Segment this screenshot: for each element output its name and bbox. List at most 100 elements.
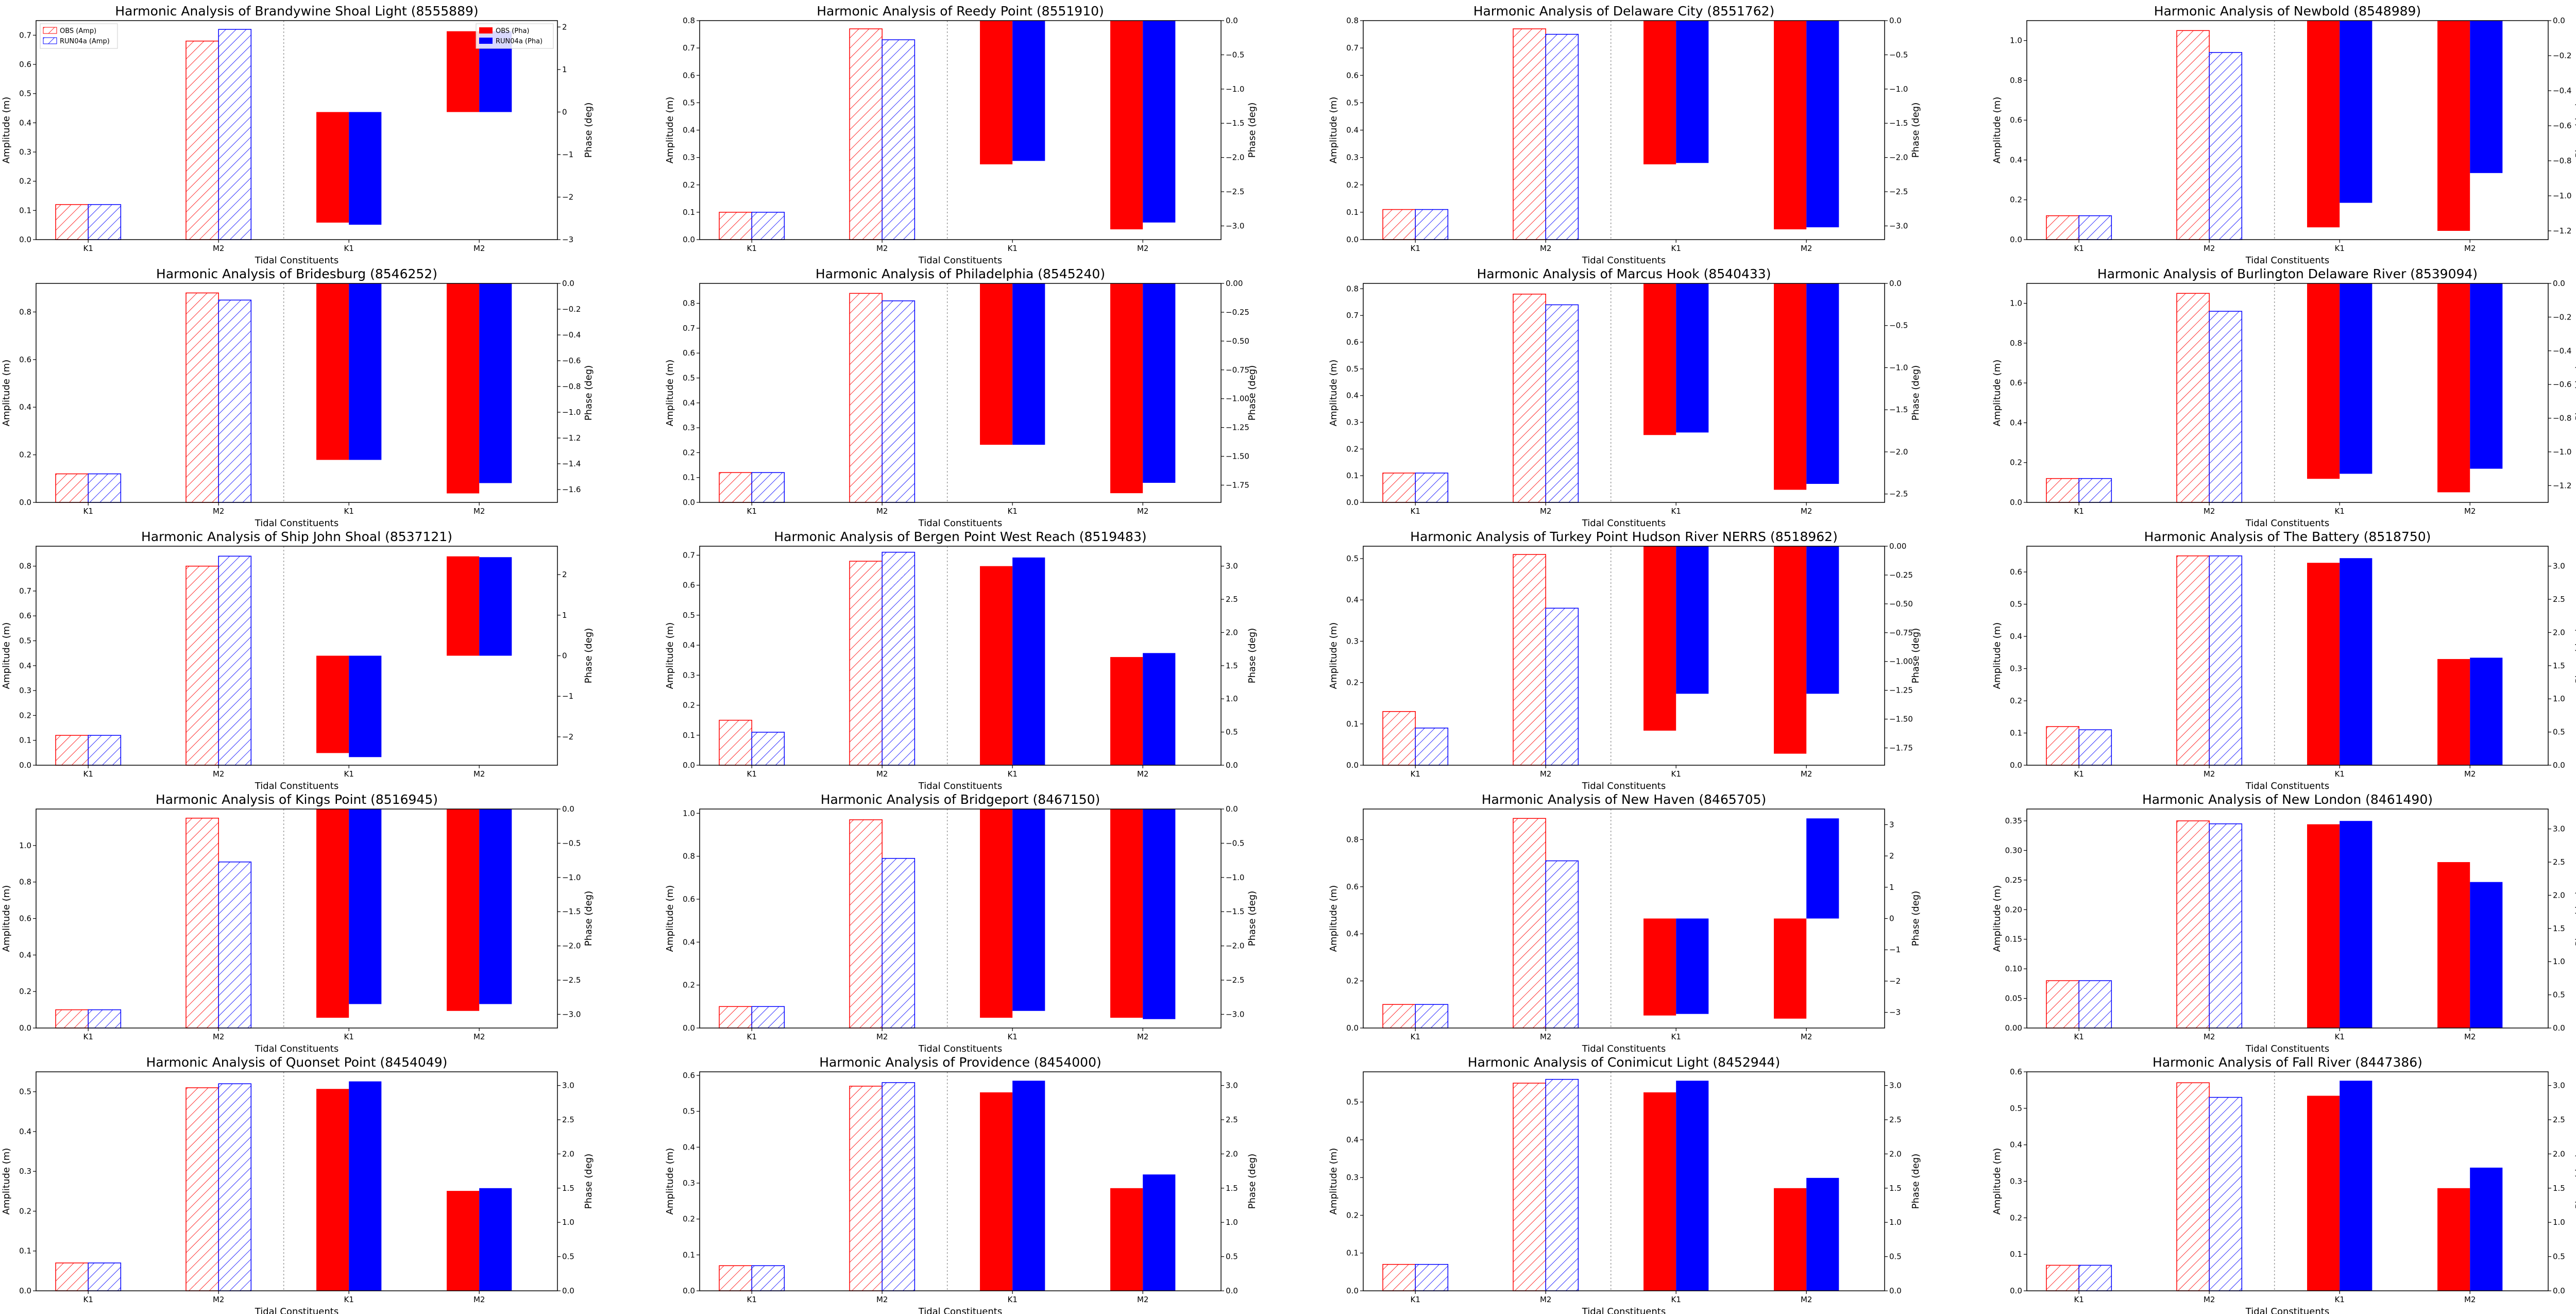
phase-tick-label: 2.0 [562, 1149, 574, 1158]
phase-bar-obs [1774, 21, 1807, 230]
amp-bar-run [751, 472, 785, 503]
amp-axis-label: Amplitude (m) [1, 360, 12, 427]
phase-tick-label: −2 [562, 192, 573, 201]
phase-bar-obs [1110, 809, 1143, 1018]
x-tick-label: M2 [213, 507, 225, 516]
phase-tick-label: 0.5 [1226, 728, 1238, 737]
x-axis-label: Tidal Constituents [255, 255, 338, 266]
phase-bar-run [2340, 1081, 2372, 1291]
plot-frame [1363, 283, 1885, 503]
phase-tick-label: 0.5 [2553, 728, 2565, 737]
phase-tick-label: 0.5 [2553, 1252, 2565, 1261]
phase-bar-run [1806, 283, 1839, 484]
phase-tick-label: −2 [1889, 976, 1901, 986]
amp-bar-run [2078, 980, 2112, 1029]
x-tick-label: K1 [83, 1032, 93, 1041]
amp-bar-run [218, 29, 252, 240]
amp-tick-label: 0.4 [19, 1127, 31, 1136]
amp-axis-label: Amplitude (m) [665, 97, 675, 164]
phase-axis-label: Phase (deg) [2574, 891, 2576, 946]
phase-tick-label: 0 [562, 651, 567, 661]
x-tick-label: K1 [83, 507, 93, 516]
phase-tick-label: 2.5 [562, 1115, 574, 1124]
x-tick-label: K1 [1671, 507, 1681, 516]
phase-tick-label: 0.0 [1226, 1286, 1238, 1295]
x-tick-label: M2 [876, 244, 888, 253]
x-axis-label: Tidal Constituents [255, 1043, 338, 1054]
chart-title: Harmonic Analysis of Philadelphia (85452… [816, 266, 1105, 281]
phase-tick-label: 2.0 [1226, 1149, 1238, 1158]
x-tick-label: M2 [2464, 507, 2476, 516]
amp-bar-obs [1382, 711, 1416, 766]
x-axis-label: Tidal Constituents [1582, 1043, 1666, 1054]
amp-bar-obs [1382, 473, 1416, 503]
x-tick-label: K1 [1671, 244, 1681, 253]
amp-tick-label: 0.4 [1346, 929, 1359, 938]
amp-axis-label: Amplitude (m) [1, 97, 12, 164]
amp-tick-label: 0.7 [683, 43, 695, 53]
amp-tick-label: 0.0 [2010, 1286, 2022, 1295]
chart-panel: Harmonic Analysis of Reedy Point (855191… [665, 4, 1258, 266]
x-tick-label: K1 [83, 244, 93, 253]
amp-tick-label: 0.2 [683, 448, 695, 457]
amp-bar-run [218, 299, 252, 503]
x-axis-label: Tidal Constituents [2245, 518, 2329, 529]
phase-bar-obs [316, 655, 349, 753]
amp-tick-label: 0.2 [19, 987, 31, 996]
amp-tick-label: 0.6 [2010, 1067, 2022, 1076]
phase-axis-label: Phase (deg) [1910, 891, 1921, 946]
phase-bar-run [1676, 21, 1709, 163]
amp-tick-label: 0.6 [683, 71, 695, 80]
phase-tick-label: −3.0 [1226, 221, 1244, 230]
amp-tick-label: 0.10 [2005, 964, 2022, 973]
x-tick-label: M2 [2204, 1032, 2215, 1041]
amp-tick-label: 0.7 [19, 30, 31, 40]
amp-tick-label: 0.0 [683, 235, 695, 244]
phase-bar-run [1676, 283, 1709, 433]
amp-bar-obs [2176, 293, 2210, 503]
chart-title: Harmonic Analysis of Turkey Point Hudson… [1410, 529, 1838, 544]
amp-axis-label: Amplitude (m) [1992, 97, 2003, 164]
phase-axis-label: Phase (deg) [1910, 628, 1921, 683]
amp-tick-label: 0.0 [2010, 235, 2022, 244]
phase-tick-label: −0.2 [2553, 51, 2571, 60]
phase-axis-label: Phase (deg) [1910, 1154, 1921, 1209]
amp-tick-label: 0.4 [2010, 418, 2022, 427]
amp-tick-label: 0.4 [2010, 1140, 2022, 1150]
amp-tick-label: 0.2 [683, 1215, 695, 1224]
phase-tick-label: 2 [562, 570, 567, 579]
amp-bar-run [2209, 311, 2243, 503]
amp-tick-label: 0.3 [683, 153, 695, 162]
phase-tick-label: −1.0 [1226, 85, 1244, 94]
phase-tick-label: −1.0 [1889, 363, 1908, 372]
phase-tick-label: 2.0 [2553, 890, 2565, 900]
x-tick-label: K1 [2335, 769, 2345, 779]
phase-tick-label: −1.5 [1889, 119, 1908, 128]
amp-bar-obs [849, 819, 883, 1029]
amp-bar-run [751, 1006, 785, 1029]
x-tick-label: K1 [1411, 769, 1420, 779]
amp-tick-label: 1.0 [2010, 36, 2022, 45]
x-tick-label: K1 [1008, 244, 1018, 253]
x-axis-label: Tidal Constituents [255, 781, 338, 791]
phase-axis-label: Phase (deg) [2574, 628, 2576, 683]
x-tick-label: K1 [1008, 1295, 1018, 1304]
legend-label: OBS (Amp) [60, 27, 96, 35]
amp-bar-run [751, 1265, 785, 1291]
phase-axis-label: Phase (deg) [2574, 103, 2576, 158]
phase-tick-label: −0.5 [1889, 50, 1908, 59]
amp-bar-obs [2176, 1082, 2210, 1291]
amp-bar-run [2078, 215, 2112, 240]
amp-axis-label: Amplitude (m) [1328, 885, 1339, 952]
plot-frame [2026, 20, 2549, 240]
amp-tick-label: 0.2 [2010, 195, 2022, 205]
x-tick-label: M2 [876, 769, 888, 779]
phase-tick-label: −0.2 [562, 305, 581, 314]
phase-tick-label: 2.5 [2553, 595, 2565, 604]
chart-title: Harmonic Analysis of Delaware City (8551… [1473, 4, 1775, 19]
phase-bar-run [1676, 1081, 1709, 1291]
amp-tick-label: 0.8 [1346, 284, 1359, 293]
amp-tick-label: 0.20 [2005, 905, 2022, 914]
x-tick-label: K1 [2335, 1295, 2345, 1304]
phase-tick-label: 2.0 [2553, 628, 2565, 637]
